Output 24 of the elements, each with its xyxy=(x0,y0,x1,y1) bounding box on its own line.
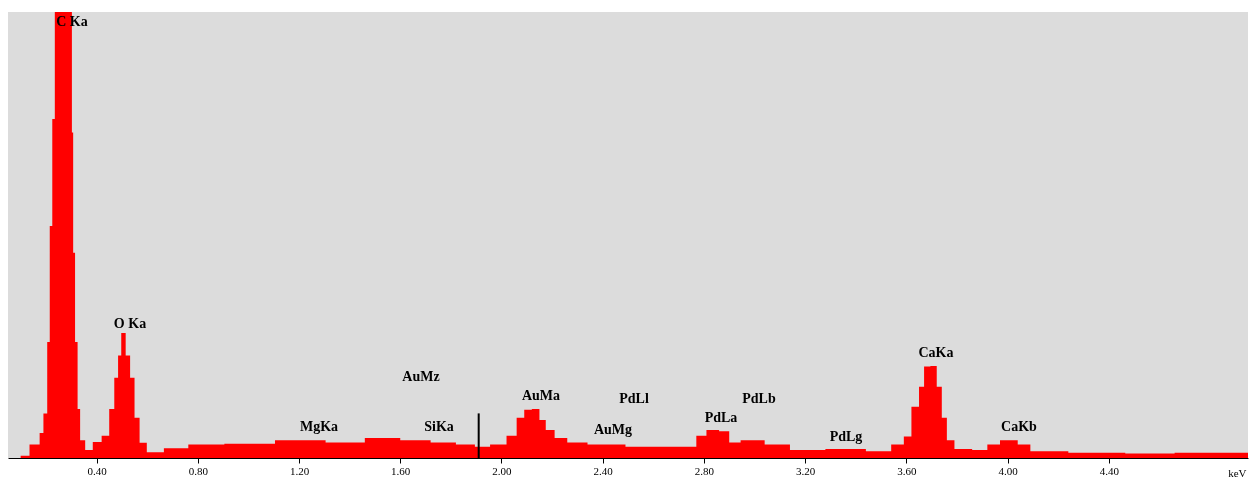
x-axis-title: keV xyxy=(1228,466,1247,479)
annotation: PdLb xyxy=(742,391,776,406)
annotation: CaKa xyxy=(918,345,954,360)
annotation: AuMg xyxy=(593,422,633,437)
annotation: PdLa xyxy=(704,410,738,425)
annotation: PdLl xyxy=(619,391,649,406)
x-tick-label: 1.60 xyxy=(391,464,411,477)
x-tick-label: 2.40 xyxy=(593,464,614,477)
x-tick-label: 0.40 xyxy=(87,464,108,477)
x-tick-label: 2.00 xyxy=(492,464,513,477)
x-tick-label: 0.80 xyxy=(188,464,209,477)
x-tick-label: 1.20 xyxy=(289,464,310,477)
x-tick-label: 3.60 xyxy=(897,464,917,477)
x-tick-label: 4.00 xyxy=(998,464,1019,477)
x-tick-label: 2.80 xyxy=(694,464,715,477)
annotation: SiKa xyxy=(424,419,454,434)
annotation: CaKb xyxy=(1001,419,1038,434)
x-tick-label: 4.40 xyxy=(1099,464,1120,477)
annotation: PdLg xyxy=(829,429,863,444)
annotation: AuMa xyxy=(521,388,561,403)
annotation: MgKa xyxy=(299,419,339,434)
x-tick-label: 3.20 xyxy=(796,464,816,477)
annotation: AuMz xyxy=(402,369,440,384)
annotation: O Ka xyxy=(113,316,147,331)
